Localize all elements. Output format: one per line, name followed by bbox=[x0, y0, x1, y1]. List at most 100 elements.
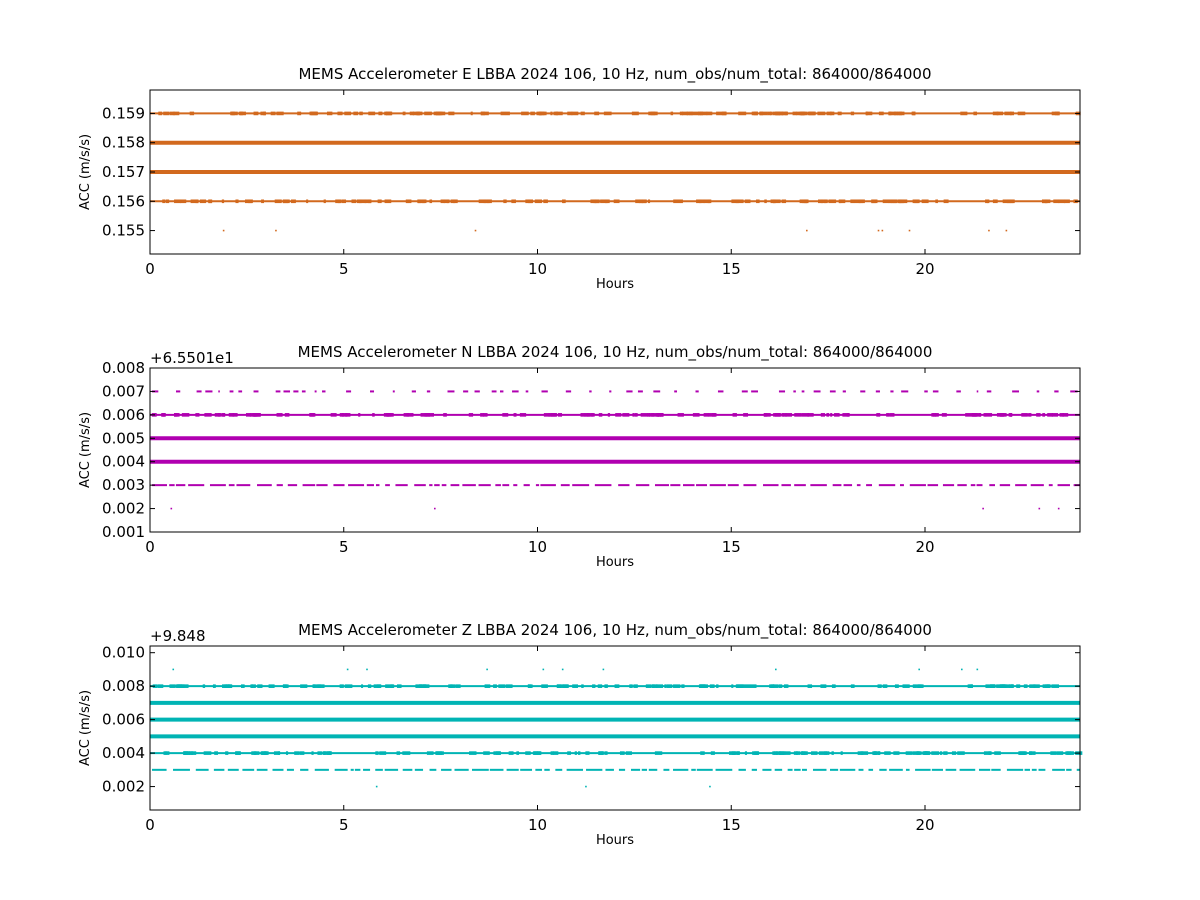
band-segment bbox=[1029, 751, 1036, 755]
band-segment bbox=[957, 751, 965, 755]
band-segment bbox=[590, 199, 597, 204]
band-segment bbox=[992, 199, 998, 204]
y-axis-label: ACC (m/s/s) bbox=[78, 412, 93, 488]
band-segment bbox=[1057, 111, 1060, 116]
x-axis-label: Hours bbox=[596, 555, 634, 570]
band-segment bbox=[743, 684, 751, 688]
band-segment bbox=[326, 111, 333, 116]
band-segment bbox=[988, 751, 992, 755]
band-segment bbox=[706, 111, 713, 116]
band-segment bbox=[356, 199, 362, 204]
band-segment bbox=[1046, 684, 1051, 688]
chart-title: MEMS Accelerometer Z LBBA 2024 106, 10 H… bbox=[298, 621, 932, 640]
band-segment bbox=[922, 751, 930, 755]
band-segment bbox=[540, 484, 556, 487]
band-segment bbox=[1045, 199, 1051, 204]
band-segment bbox=[978, 768, 991, 771]
band-segment bbox=[580, 111, 585, 116]
band-segment bbox=[1042, 413, 1046, 417]
band-segment bbox=[645, 684, 652, 688]
band-segment bbox=[700, 751, 705, 755]
band-segment bbox=[604, 684, 608, 688]
band-segment bbox=[572, 684, 578, 688]
band-segment bbox=[535, 484, 540, 487]
band-segment bbox=[407, 199, 412, 204]
band-segment bbox=[1036, 390, 1040, 393]
band-segment bbox=[943, 751, 948, 755]
y-tick-label: 0.006 bbox=[102, 406, 145, 424]
y-tick-label: 0.004 bbox=[102, 453, 145, 471]
band-segment bbox=[574, 751, 577, 755]
band-segment bbox=[604, 199, 610, 204]
sample-band bbox=[150, 199, 1080, 204]
sample-band bbox=[152, 768, 1080, 771]
y-tick-label: 0.006 bbox=[102, 711, 145, 729]
band-segment bbox=[943, 199, 949, 204]
band-segment bbox=[839, 199, 846, 204]
band-segment bbox=[934, 413, 939, 417]
band-segment bbox=[813, 390, 821, 393]
band-segment bbox=[635, 484, 650, 487]
band-segment bbox=[801, 413, 809, 417]
band-segment bbox=[1050, 751, 1057, 755]
band-segment bbox=[506, 768, 519, 771]
band-segment bbox=[1070, 390, 1078, 393]
band-segment bbox=[700, 684, 708, 688]
data-point bbox=[486, 668, 488, 671]
band-segment bbox=[195, 768, 209, 771]
band-segment bbox=[169, 684, 176, 688]
band-segment bbox=[502, 484, 510, 487]
band-segment bbox=[905, 751, 913, 755]
band-segment bbox=[971, 413, 975, 417]
band-segment bbox=[402, 751, 411, 755]
y-tick-label: 0.157 bbox=[102, 163, 145, 181]
x-axis-label: Hours bbox=[596, 833, 634, 848]
band-segment bbox=[699, 199, 705, 204]
x-tick-label: 0 bbox=[145, 538, 155, 556]
band-segment bbox=[637, 390, 643, 393]
band-segment bbox=[285, 751, 289, 755]
band-segment bbox=[534, 751, 542, 755]
band-segment bbox=[769, 684, 772, 688]
band-segment bbox=[817, 111, 826, 116]
band-segment bbox=[632, 413, 635, 417]
band-segment bbox=[189, 751, 197, 755]
data-point bbox=[961, 668, 963, 671]
data-point bbox=[172, 668, 175, 671]
band-segment bbox=[983, 751, 991, 755]
band-segment bbox=[1021, 413, 1028, 417]
band-segment bbox=[516, 751, 520, 755]
band-segment bbox=[651, 684, 658, 688]
band-segment bbox=[784, 751, 791, 755]
band-segment bbox=[556, 684, 564, 688]
band-segment bbox=[521, 111, 529, 116]
band-segment bbox=[681, 684, 685, 688]
band-segment bbox=[359, 111, 363, 116]
band-segment bbox=[218, 390, 220, 393]
band-segment bbox=[861, 199, 865, 204]
band-segment bbox=[214, 751, 218, 755]
band-segment bbox=[781, 199, 787, 204]
band-segment bbox=[774, 768, 783, 771]
band-segment bbox=[707, 199, 712, 204]
band-segment bbox=[276, 111, 284, 116]
band-segment bbox=[544, 768, 550, 771]
band-segment bbox=[703, 199, 710, 204]
band-segment bbox=[535, 768, 542, 771]
band-segment bbox=[392, 390, 395, 393]
x-axis-ticks: 0 5 10 15 20 bbox=[145, 368, 935, 556]
band-segment bbox=[1017, 111, 1026, 116]
band-segment bbox=[560, 484, 570, 487]
band-segment bbox=[222, 684, 230, 688]
band-segment bbox=[666, 684, 673, 688]
band-segment bbox=[571, 111, 579, 116]
band-segment bbox=[372, 413, 375, 417]
band-segment bbox=[181, 684, 189, 688]
band-segment bbox=[1051, 111, 1058, 116]
band-segment bbox=[983, 413, 987, 417]
band-segment bbox=[417, 111, 423, 116]
band-segment bbox=[505, 684, 513, 688]
band-segment bbox=[799, 199, 808, 204]
band-segment bbox=[358, 199, 367, 204]
band-segment bbox=[1018, 751, 1026, 755]
